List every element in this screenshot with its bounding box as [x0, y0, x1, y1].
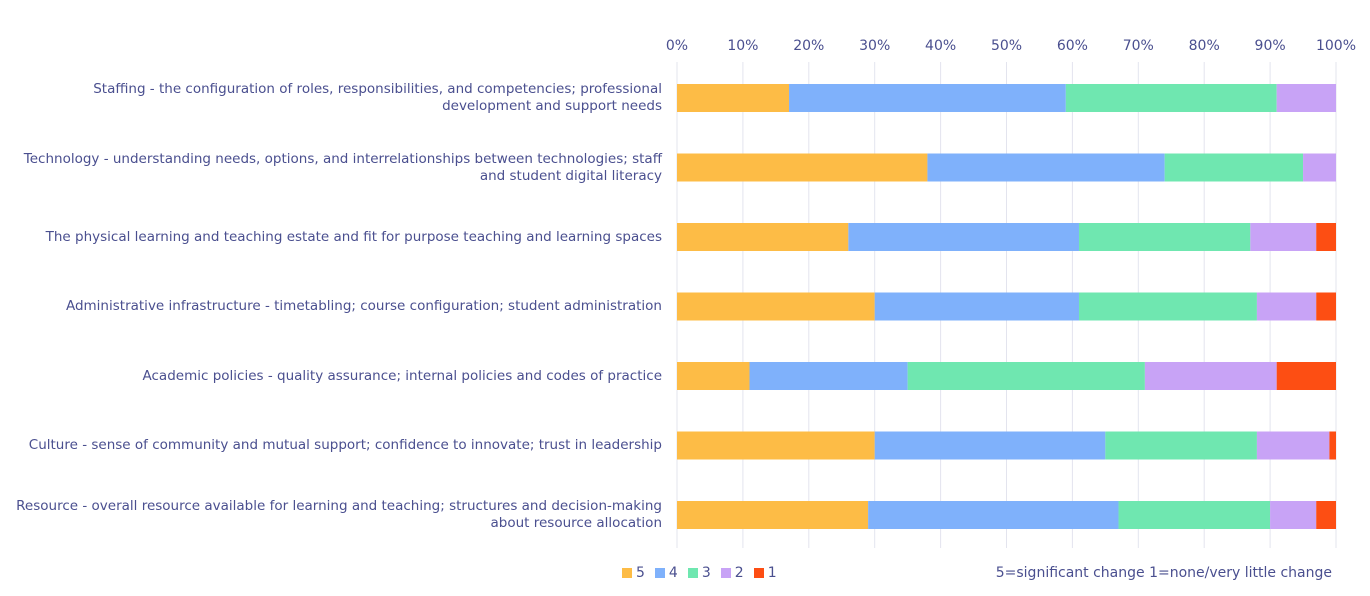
- x-tick-label: 30%: [859, 38, 890, 54]
- bar-segment-3: [1078, 292, 1257, 321]
- legend-swatch: [654, 568, 665, 578]
- x-tick-label: 80%: [1189, 38, 1220, 54]
- bar-segment-4: [874, 431, 1106, 460]
- bar-segment-2: [1303, 153, 1336, 182]
- bar-segment-1: [1276, 362, 1336, 390]
- legend-item: 2: [720, 565, 744, 581]
- bar-segment-5: [677, 292, 875, 321]
- legend-swatch: [753, 568, 764, 578]
- x-tick-label: 50%: [991, 38, 1022, 54]
- category-label: Academic policies - quality assurance; i…: [142, 367, 662, 384]
- x-tick-label: 20%: [793, 38, 824, 54]
- bar-segment-5: [677, 501, 869, 529]
- bar-segment-3: [1065, 84, 1277, 112]
- bar-segment-2: [1256, 431, 1330, 460]
- legend-label: 5: [636, 565, 645, 581]
- legend-swatch: [687, 568, 698, 578]
- bar-segment-2: [1144, 362, 1277, 390]
- bar-segment-4: [927, 153, 1165, 182]
- x-tick-label: 100%: [1316, 38, 1356, 54]
- x-tick-label: 90%: [1255, 38, 1286, 54]
- bar-segment-2: [1256, 292, 1317, 321]
- x-tick-label: 40%: [925, 38, 956, 54]
- x-tick-label: 60%: [1057, 38, 1088, 54]
- bar-segment-1: [1316, 223, 1336, 251]
- category-label: Resource - overall resource available fo…: [16, 498, 662, 531]
- bar-segment-5: [677, 153, 928, 182]
- bar-segment-4: [874, 292, 1079, 321]
- bar-segment-3: [1078, 223, 1251, 251]
- category-label: Technology - understanding needs, option…: [23, 150, 662, 184]
- scale-note: 5=significant change 1=none/very little …: [995, 565, 1332, 581]
- bar-segment-5: [677, 84, 790, 112]
- bar-segment-5: [677, 223, 849, 251]
- bar-segment-2: [1276, 84, 1336, 112]
- category-label: Administrative infrastructure - timetabl…: [65, 298, 662, 314]
- bar-segment-3: [1164, 153, 1304, 182]
- legend-item: 4: [654, 565, 678, 581]
- legend-item: 3: [687, 565, 711, 581]
- category-label: Culture - sense of community and mutual …: [28, 437, 662, 453]
- category-label: The physical learning and teaching estat…: [45, 228, 662, 245]
- bar-segment-3: [1118, 501, 1271, 529]
- bar-segment-1: [1316, 501, 1336, 529]
- bar-segment-4: [848, 223, 1079, 251]
- bar-segment-1: [1316, 292, 1336, 321]
- legend-label: 3: [701, 565, 711, 581]
- x-tick-label: 0%: [666, 38, 688, 54]
- legend-swatch: [622, 568, 632, 578]
- bar-segment-4: [789, 84, 1066, 112]
- legend: 5 4 3 2 1: [622, 565, 777, 581]
- bar-segment-1: [1329, 431, 1336, 460]
- bar-segment-2: [1250, 223, 1317, 251]
- category-label: Staffing - the configuration of roles, r…: [93, 81, 662, 114]
- bar-segment-4: [749, 362, 908, 390]
- legend-label: 2: [734, 565, 744, 581]
- legend-swatch: [720, 568, 731, 578]
- legend-label: 1: [767, 565, 777, 581]
- bar-segment-5: [677, 362, 750, 390]
- bar-segment-4: [868, 501, 1119, 529]
- bar-segment-2: [1270, 501, 1317, 529]
- bar-segment-5: [677, 431, 875, 460]
- legend-label: 4: [668, 565, 678, 581]
- x-tick-label: 10%: [727, 38, 758, 54]
- x-tick-label: 70%: [1123, 38, 1154, 54]
- legend-item: 1: [753, 565, 777, 581]
- legend-item: 5: [622, 565, 645, 581]
- bar-segment-3: [1105, 431, 1257, 460]
- bar-segment-3: [907, 362, 1145, 390]
